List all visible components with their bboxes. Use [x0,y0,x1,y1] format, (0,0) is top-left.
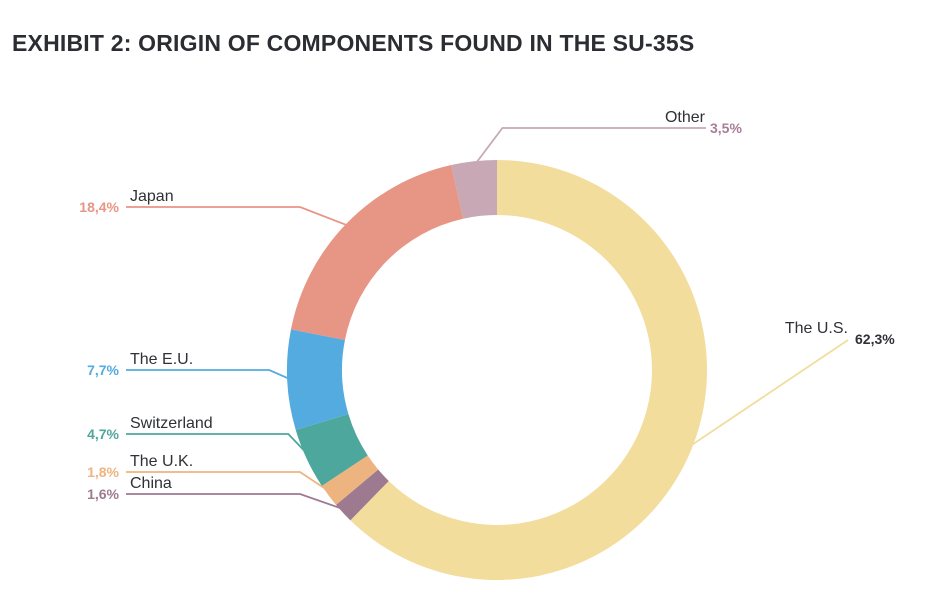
slice-the-e-u [287,329,349,430]
slice-value-other: 3,5% [710,120,742,136]
leader-line-the-e-u [126,369,292,381]
slice-value-china: 1,6% [87,486,119,502]
slice-other [451,160,497,219]
slice-label-switzerland: Switzerland [130,415,213,432]
callout-the-u-s: The U.S. 62,3% [687,320,895,449]
callout-the-u-k: The U.K. 1,8% [87,453,333,494]
slice-the-u-k [321,455,379,505]
callouts-group: The U.S. 62,3% China 1,6% The U.K. 1,8% Switze… [79,109,895,511]
slice-label-china: China [130,475,172,492]
slice-value-the-u-s: 62,3% [855,331,895,347]
slice-value-japan: 18,4% [79,199,119,215]
callout-china: China 1,6% [87,475,347,511]
slice-value-switzerland: 4,7% [87,426,119,442]
leader-line-switzerland [126,433,311,458]
slice-label-the-u-s: The U.S. [785,320,848,337]
slice-label-the-e-u: The E.U. [130,351,193,368]
leader-line-china [126,493,347,511]
slice-label-the-u-k: The U.K. [130,453,193,470]
callout-switzerland: Switzerland 4,7% [87,415,311,458]
leader-line-japan [126,206,350,228]
leader-line-the-u-k [126,471,333,494]
slice-switzerland [295,414,368,486]
chart-title: EXHIBIT 2: ORIGIN OF COMPONENTS FOUND IN… [12,30,695,56]
callout-japan: Japan 18,4% [79,188,350,228]
slice-label-japan: Japan [130,188,174,205]
slice-value-the-u-k: 1,8% [87,464,119,480]
slice-the-u-s [350,160,707,580]
leader-line-the-u-s [687,339,849,449]
slice-label-other: Other [665,109,706,126]
slice-value-the-e-u: 7,7% [87,362,119,378]
slices-group [287,160,707,580]
slice-japan [290,165,464,340]
callout-the-e-u: The E.U. 7,7% [87,351,292,381]
slice-china [336,469,389,521]
leader-line-other [473,127,706,166]
